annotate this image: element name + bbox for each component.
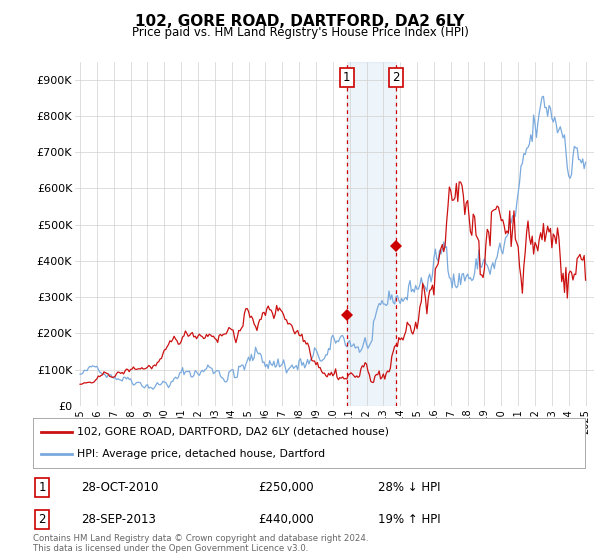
Text: 28-OCT-2010: 28-OCT-2010 (81, 480, 158, 494)
Bar (347, 62, 396, 406)
Text: £440,000: £440,000 (258, 513, 314, 526)
Text: 2: 2 (38, 513, 46, 526)
Text: 28-SEP-2013: 28-SEP-2013 (81, 513, 156, 526)
Text: 1: 1 (38, 480, 46, 494)
Text: 102, GORE ROAD, DARTFORD, DA2 6LY (detached house): 102, GORE ROAD, DARTFORD, DA2 6LY (detac… (77, 427, 389, 437)
Text: Contains HM Land Registry data © Crown copyright and database right 2024.
This d: Contains HM Land Registry data © Crown c… (33, 534, 368, 553)
Text: 102, GORE ROAD, DARTFORD, DA2 6LY: 102, GORE ROAD, DARTFORD, DA2 6LY (136, 14, 464, 29)
Text: HPI: Average price, detached house, Dartford: HPI: Average price, detached house, Dart… (77, 449, 325, 459)
Text: 19% ↑ HPI: 19% ↑ HPI (378, 513, 440, 526)
Text: £250,000: £250,000 (258, 480, 314, 494)
Text: 28% ↓ HPI: 28% ↓ HPI (378, 480, 440, 494)
Text: Price paid vs. HM Land Registry's House Price Index (HPI): Price paid vs. HM Land Registry's House … (131, 26, 469, 39)
Text: 2: 2 (392, 71, 400, 83)
Text: 1: 1 (343, 71, 350, 83)
